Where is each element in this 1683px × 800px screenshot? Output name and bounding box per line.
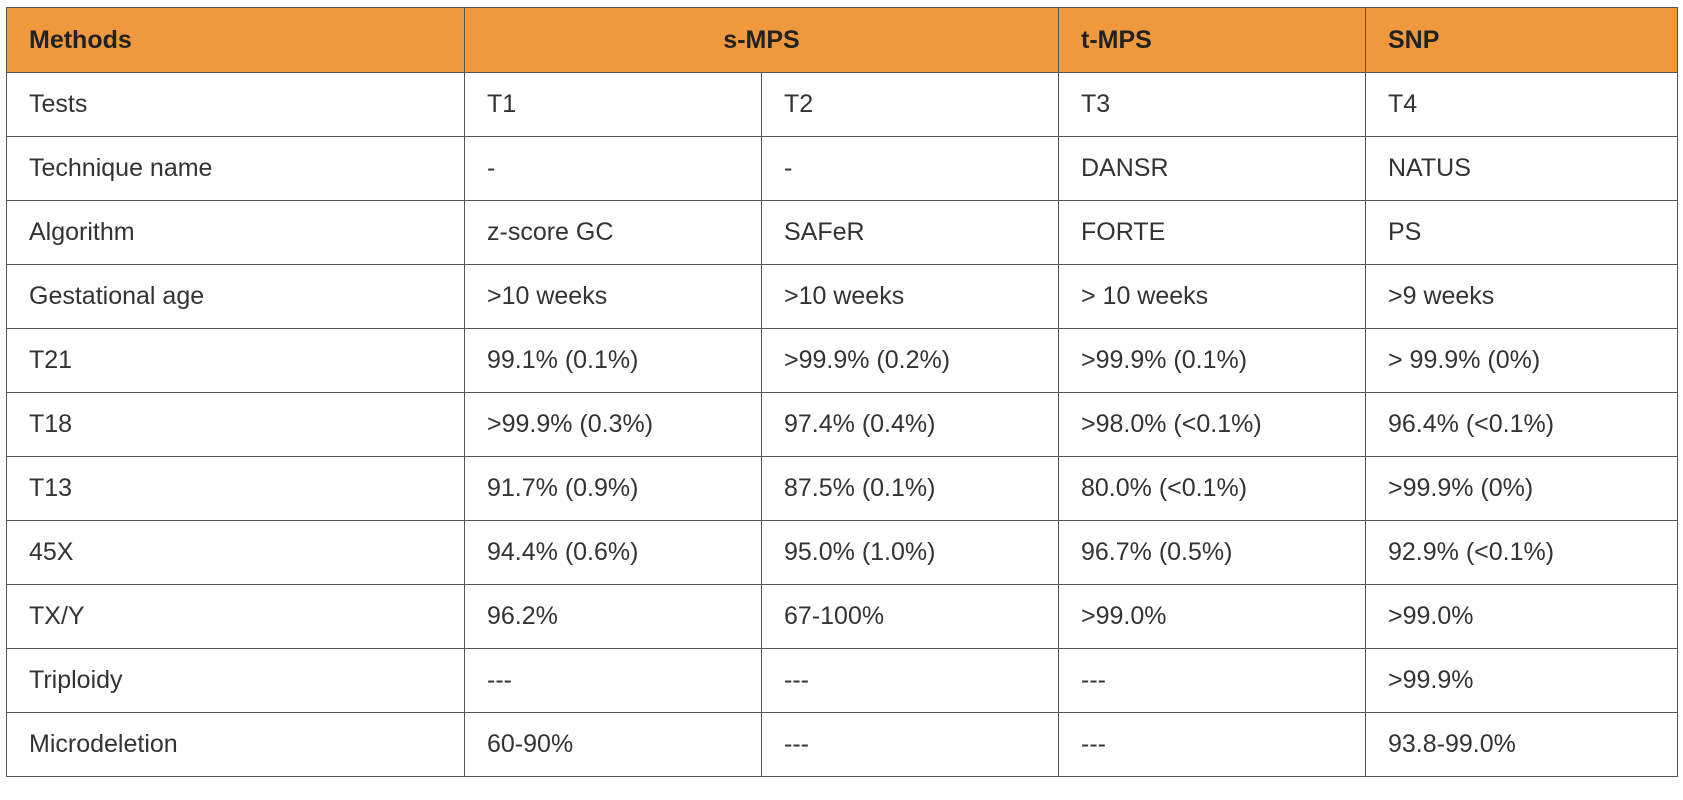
cell-t1: - [464, 136, 762, 201]
cell-t1: T1 [464, 72, 762, 137]
cell-t4: >99.9% [1365, 648, 1678, 713]
table-row: T21 99.1% (0.1%) >99.9% (0.2%) >99.9% (0… [6, 328, 1678, 393]
table-row: Gestational age >10 weeks >10 weeks > 10… [6, 264, 1678, 329]
cell-t3: --- [1058, 712, 1366, 777]
table-row: Triploidy --- --- --- >99.9% [6, 648, 1678, 713]
table-container: Methods s-MPS t-MPS SNP Tests T1 T2 T3 T… [6, 7, 1678, 777]
cell-t4: > 99.9% (0%) [1365, 328, 1678, 393]
row-label: 45X [6, 520, 465, 585]
cell-t1: >99.9% (0.3%) [464, 392, 762, 457]
cell-t3: FORTE [1058, 200, 1366, 265]
cell-t3: 96.7% (0.5%) [1058, 520, 1366, 585]
cell-t2: --- [761, 712, 1059, 777]
row-label: Gestational age [6, 264, 465, 329]
cell-t1: z-score GC [464, 200, 762, 265]
cell-t1: 60-90% [464, 712, 762, 777]
table-row: Microdeletion 60-90% --- --- 93.8-99.0% [6, 712, 1678, 777]
cell-t4: >99.0% [1365, 584, 1678, 649]
cell-t1: --- [464, 648, 762, 713]
header-row: Methods s-MPS t-MPS SNP [6, 7, 1678, 73]
cell-t2: 67-100% [761, 584, 1059, 649]
cell-t2: 97.4% (0.4%) [761, 392, 1059, 457]
header-snp: SNP [1365, 7, 1678, 73]
table-row: 45X 94.4% (0.6%) 95.0% (1.0%) 96.7% (0.5… [6, 520, 1678, 585]
cell-t3: >98.0% (<0.1%) [1058, 392, 1366, 457]
cell-t3: 80.0% (<0.1%) [1058, 456, 1366, 521]
header-methods: Methods [6, 7, 465, 73]
cell-t3: >99.0% [1058, 584, 1366, 649]
row-label: Microdeletion [6, 712, 465, 777]
cell-t4: PS [1365, 200, 1678, 265]
cell-t2: 87.5% (0.1%) [761, 456, 1059, 521]
table-row: TX/Y 96.2% 67-100% >99.0% >99.0% [6, 584, 1678, 649]
cell-t2: 95.0% (1.0%) [761, 520, 1059, 585]
table-row: T18 >99.9% (0.3%) 97.4% (0.4%) >98.0% (<… [6, 392, 1678, 457]
row-label: Algorithm [6, 200, 465, 265]
cell-t2: --- [761, 648, 1059, 713]
row-label: TX/Y [6, 584, 465, 649]
cell-t2: T2 [761, 72, 1059, 137]
cell-t2: SAFeR [761, 200, 1059, 265]
cell-t4: >99.9% (0%) [1365, 456, 1678, 521]
table-row: Technique name - - DANSR NATUS [6, 136, 1678, 201]
cell-t3: T3 [1058, 72, 1366, 137]
cell-t4: >9 weeks [1365, 264, 1678, 329]
methods-comparison-table: Methods s-MPS t-MPS SNP Tests T1 T2 T3 T… [6, 7, 1678, 777]
row-label: T13 [6, 456, 465, 521]
cell-t1: 99.1% (0.1%) [464, 328, 762, 393]
row-label: T21 [6, 328, 465, 393]
cell-t1: >10 weeks [464, 264, 762, 329]
table-row: Algorithm z-score GC SAFeR FORTE PS [6, 200, 1678, 265]
cell-t3: DANSR [1058, 136, 1366, 201]
cell-t4: 96.4% (<0.1%) [1365, 392, 1678, 457]
cell-t1: 94.4% (0.6%) [464, 520, 762, 585]
cell-t2: - [761, 136, 1059, 201]
table-row: T13 91.7% (0.9%) 87.5% (0.1%) 80.0% (<0.… [6, 456, 1678, 521]
cell-t3: --- [1058, 648, 1366, 713]
cell-t2: >10 weeks [761, 264, 1059, 329]
row-label: Tests [6, 72, 465, 137]
table-row: Tests T1 T2 T3 T4 [6, 72, 1678, 137]
header-s-mps: s-MPS [464, 7, 1059, 73]
cell-t1: 96.2% [464, 584, 762, 649]
cell-t4: T4 [1365, 72, 1678, 137]
row-label: T18 [6, 392, 465, 457]
header-t-mps: t-MPS [1058, 7, 1366, 73]
cell-t1: 91.7% (0.9%) [464, 456, 762, 521]
cell-t3: >99.9% (0.1%) [1058, 328, 1366, 393]
row-label: Technique name [6, 136, 465, 201]
cell-t3: > 10 weeks [1058, 264, 1366, 329]
row-label: Triploidy [6, 648, 465, 713]
cell-t4: 92.9% (<0.1%) [1365, 520, 1678, 585]
cell-t4: 93.8-99.0% [1365, 712, 1678, 777]
cell-t4: NATUS [1365, 136, 1678, 201]
cell-t2: >99.9% (0.2%) [761, 328, 1059, 393]
